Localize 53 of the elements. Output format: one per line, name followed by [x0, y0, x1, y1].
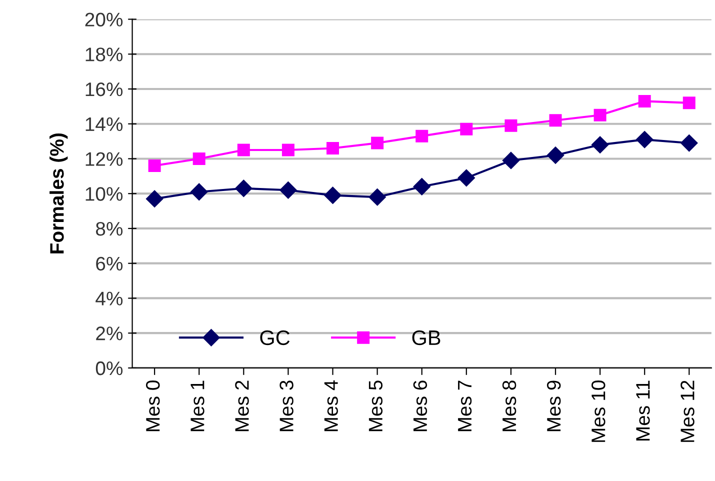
x-tick-label: Mes 6 — [413, 380, 428, 432]
point — [282, 144, 294, 156]
point — [371, 136, 384, 150]
point — [594, 108, 606, 122]
point — [148, 159, 161, 172]
x-tick-label: Mes 8 — [502, 380, 516, 432]
point — [368, 188, 386, 206]
point — [190, 183, 208, 200]
x-tick-label: Mes 5 — [368, 380, 383, 432]
point — [235, 180, 252, 197]
y-tick-label: 10% — [86, 187, 123, 201]
y-tick-label: 6% — [96, 256, 123, 271]
legend-label: GC — [260, 330, 290, 346]
point — [458, 169, 475, 186]
point — [280, 182, 297, 199]
point — [549, 114, 562, 127]
y-tick-label: 2% — [96, 326, 123, 340]
point — [146, 190, 164, 208]
point — [636, 131, 654, 148]
x-tick-label: Mes 4 — [324, 380, 338, 432]
point — [682, 96, 696, 110]
y-tick-label: 16% — [86, 82, 123, 96]
point — [192, 152, 206, 165]
y-tick-label: 8% — [96, 222, 123, 236]
x-tick-label: Mes 1 — [190, 380, 204, 432]
point — [504, 119, 518, 132]
point — [324, 186, 342, 204]
y-tick-label: 12% — [86, 152, 123, 166]
point — [326, 142, 339, 155]
y-tick-label: 14% — [86, 117, 123, 132]
point — [416, 130, 428, 142]
x-tick-label: Mes 11 — [636, 380, 650, 440]
point — [413, 178, 430, 196]
y-tick-label: 20% — [85, 12, 123, 26]
x-tick-label: Mes 3 — [280, 380, 294, 432]
y-tick-label: 4% — [96, 292, 123, 306]
x-tick-label: Mes 12 — [680, 380, 694, 442]
point — [546, 146, 564, 164]
x-tick-label: Mes 7 — [458, 380, 472, 432]
point — [502, 152, 520, 170]
y-tick-label: 0% — [96, 361, 123, 376]
point — [680, 134, 698, 152]
x-tick-label: Mes 2 — [235, 380, 249, 432]
y-axis-title: Formales (%) — [50, 134, 68, 254]
x-tick-label: Mes 10 — [592, 380, 606, 442]
x-tick-label: Mes 0 — [146, 380, 160, 432]
legend-label: GB — [412, 330, 440, 346]
x-tick-label: Mes 9 — [546, 380, 561, 432]
point — [592, 136, 609, 154]
point — [237, 144, 250, 156]
point — [638, 94, 651, 108]
point — [460, 122, 473, 136]
y-tick-label: 18% — [86, 48, 123, 62]
